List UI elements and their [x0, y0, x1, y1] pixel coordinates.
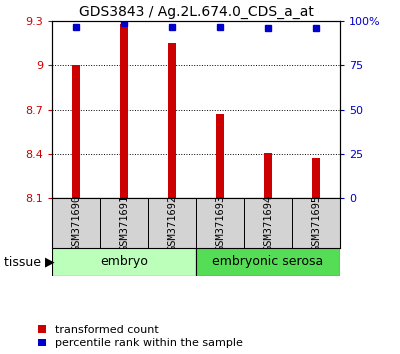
- Text: embryonic serosa: embryonic serosa: [212, 256, 324, 268]
- Title: GDS3843 / Ag.2L.674.0_CDS_a_at: GDS3843 / Ag.2L.674.0_CDS_a_at: [78, 5, 314, 19]
- Bar: [292, 198, 340, 248]
- Text: GSM371695: GSM371695: [311, 195, 321, 251]
- Bar: [168, 44, 176, 198]
- Bar: [244, 198, 292, 248]
- Text: GSM371693: GSM371693: [215, 195, 225, 251]
- Legend: transformed count, percentile rank within the sample: transformed count, percentile rank withi…: [38, 325, 243, 348]
- Bar: [52, 198, 100, 248]
- Bar: [120, 24, 128, 198]
- Bar: [148, 198, 196, 248]
- Bar: [312, 159, 320, 198]
- Text: embryo: embryo: [100, 256, 148, 268]
- Text: GSM371694: GSM371694: [263, 195, 273, 251]
- Text: GSM371690: GSM371690: [71, 195, 81, 251]
- Bar: [216, 114, 224, 198]
- Bar: [264, 153, 272, 198]
- Text: tissue ▶: tissue ▶: [4, 256, 55, 268]
- Bar: [100, 198, 148, 248]
- Bar: [196, 198, 244, 248]
- Bar: [72, 65, 80, 198]
- Bar: [52, 248, 196, 276]
- Text: GSM371692: GSM371692: [167, 195, 177, 251]
- Text: GSM371691: GSM371691: [119, 195, 129, 251]
- Bar: [196, 248, 340, 276]
